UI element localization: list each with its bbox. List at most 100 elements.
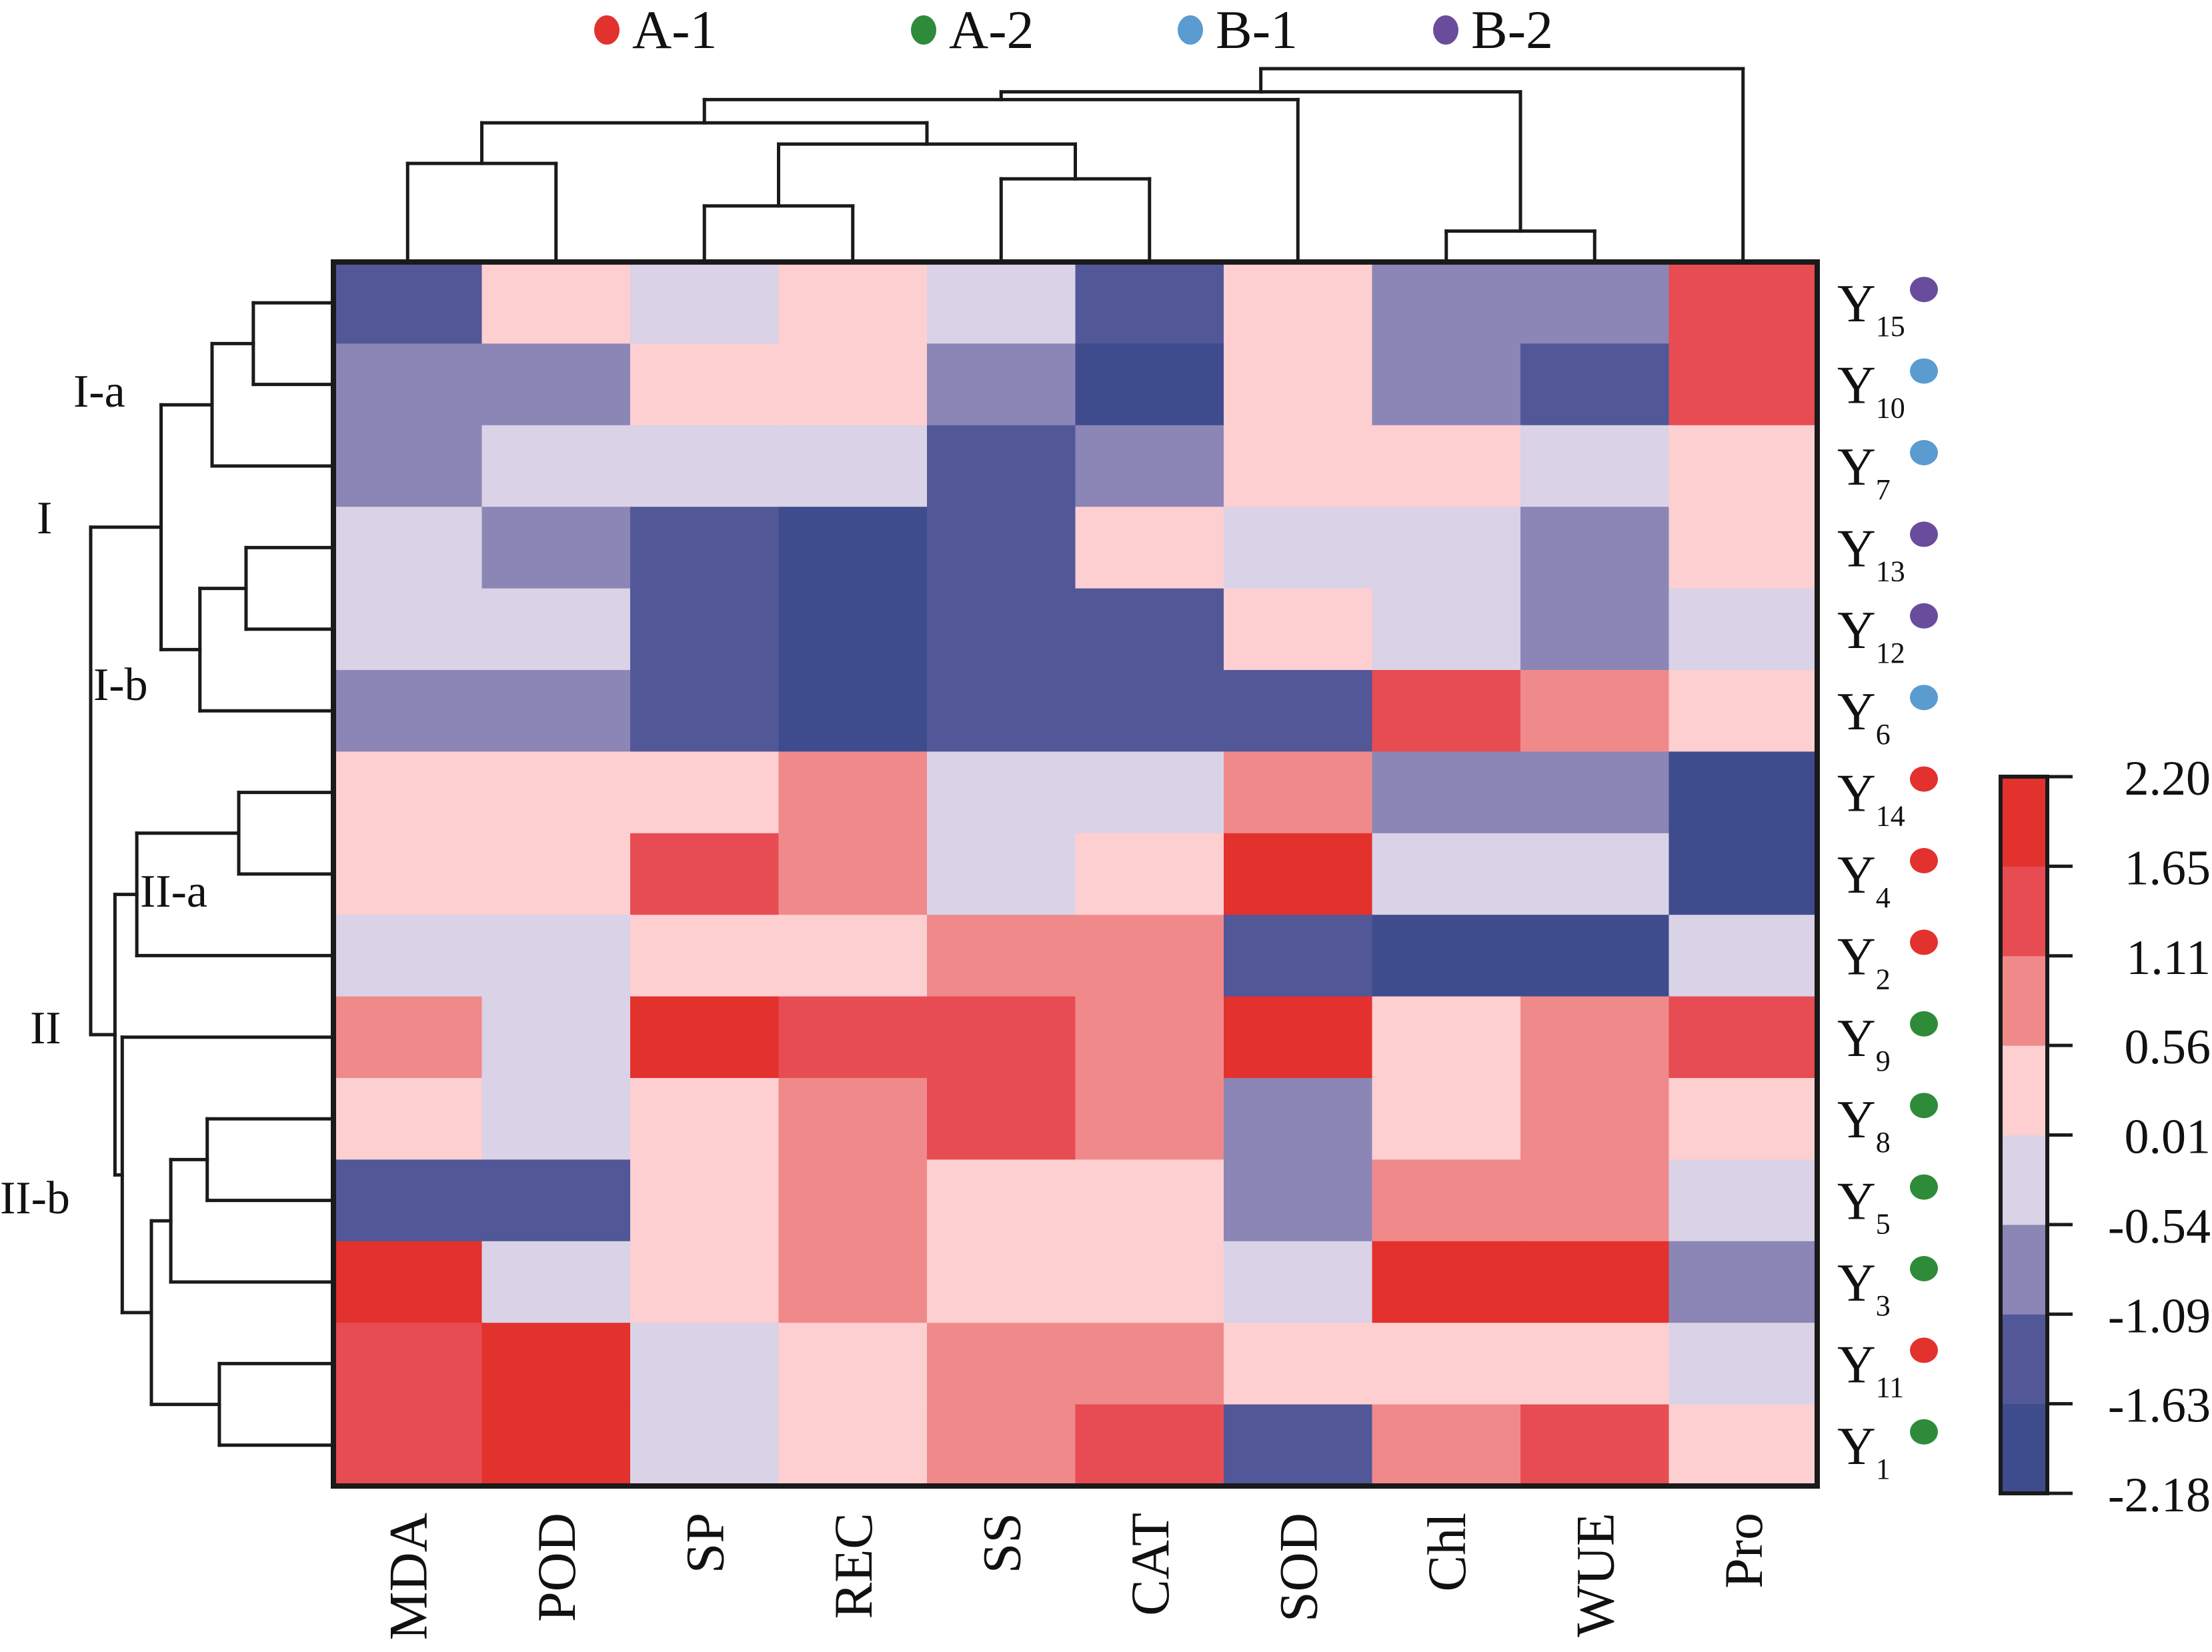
row-label-subscript: 6 [1876, 718, 1891, 751]
colorbar-tick-label: -1.09 [2108, 1289, 2211, 1343]
heatmap-cell [1669, 425, 1818, 507]
heatmap-cell [333, 833, 482, 915]
row-label: Y13 [1837, 519, 1905, 587]
group-legend: A-1 A-2 B-1 B-2 [594, 0, 1553, 60]
legend-marker-dot [1433, 15, 1458, 45]
heatmap-cell [481, 262, 631, 344]
heatmap-cell [1520, 1323, 1669, 1405]
row-label-main: Y [1837, 846, 1876, 905]
heatmap-cell [778, 1404, 928, 1487]
heatmap-cell [1520, 751, 1669, 834]
heatmap-cell [1075, 343, 1224, 426]
colorbar-segment [2001, 1045, 2047, 1135]
row-label-main: Y [1837, 601, 1876, 660]
column-label-chl: Chl [1416, 1513, 1477, 1591]
heatmap-cell [630, 1241, 779, 1323]
heatmap-cell [1372, 1241, 1521, 1323]
heatmap-cell [1520, 1078, 1669, 1160]
heatmap-cell [333, 996, 482, 1079]
heatmap-cell [1520, 425, 1669, 507]
heatmap-cell [927, 1241, 1076, 1323]
heatmap-cell [630, 1078, 779, 1160]
heatmap-cell [1372, 996, 1521, 1079]
heatmap-cell [481, 343, 631, 426]
heatmap-cell [1520, 670, 1669, 752]
heatmap-cells [333, 262, 1818, 1487]
row-label-main: Y [1837, 765, 1876, 823]
heatmap-cell [1372, 1323, 1521, 1405]
heatmap-cell [1669, 343, 1818, 426]
heatmap-cell [1075, 1404, 1224, 1487]
legend-label: A-1 [632, 0, 718, 60]
heatmap-cell [778, 833, 928, 915]
heatmap-cell [1372, 1404, 1521, 1487]
heatmap-cell [333, 1241, 482, 1323]
column-labels: MDA POD SP REC SS CAT SOD Chl WUE Pro [377, 1513, 1774, 1640]
heatmap-cell [1372, 833, 1521, 915]
row-label: Y4 [1837, 846, 1891, 914]
heatmap-cell [1075, 262, 1224, 344]
row-label-main: Y [1837, 1254, 1876, 1313]
heatmap-cell [1669, 751, 1818, 834]
heatmap-cell [333, 1323, 482, 1405]
row-label: Y9 [1837, 1009, 1891, 1077]
column-label-rec: REC [823, 1513, 884, 1619]
row-label-subscript: 4 [1876, 881, 1891, 914]
row-group-dot [1910, 1093, 1938, 1119]
cluster-label: I-b [93, 659, 148, 711]
row-label-main: Y [1837, 519, 1876, 578]
heatmap-cell [630, 1323, 779, 1405]
row-label-item: Y9 [1837, 1009, 1938, 1077]
colorbar-tick-label: 0.56 [2125, 1020, 2211, 1075]
row-group-dot [1910, 929, 1938, 955]
row-label-item: Y3 [1837, 1254, 1938, 1322]
heatmap-cell [927, 262, 1076, 344]
heatmap-cell [333, 343, 482, 426]
heatmap-cell [333, 425, 482, 507]
column-label-pod: POD [526, 1513, 587, 1622]
heatmap-cell [481, 670, 631, 752]
heatmap-cell [1075, 1159, 1224, 1242]
row-label: Y7 [1837, 438, 1891, 506]
cluster-label: I-a [73, 366, 125, 417]
heatmap-cell [1224, 1404, 1372, 1487]
heatmap-cell [1224, 1078, 1372, 1160]
row-label-main: Y [1837, 1091, 1876, 1149]
heatmap-cell [1075, 751, 1224, 834]
heatmap-cell [1075, 1241, 1224, 1323]
heatmap-cell [1372, 425, 1521, 507]
row-group-dot [1910, 521, 1938, 547]
row-label: Y12 [1837, 601, 1905, 669]
row-group-dot [1910, 848, 1938, 873]
colorbar-segment [2001, 1135, 2047, 1225]
heatmap-cell [481, 1404, 631, 1487]
heatmap-cell [1669, 588, 1818, 671]
heatmap-cell [778, 425, 928, 507]
heatmap-cell [778, 915, 928, 997]
heatmap-cell [333, 507, 482, 589]
colorbar-segment [2001, 1403, 2047, 1494]
heatmap-cell [1224, 996, 1372, 1079]
heatmap-cell [630, 915, 779, 997]
row-label-subscript: 2 [1876, 963, 1891, 995]
heatmap-cell [1520, 262, 1669, 344]
heatmap-cell [1224, 1323, 1372, 1405]
heatmap-cell [1224, 1159, 1372, 1242]
row-group-dot [1910, 1337, 1938, 1363]
heatmap-cell [481, 1241, 631, 1323]
row-dendrogram [89, 301, 335, 1447]
colorbar-tick-label: -0.54 [2108, 1199, 2211, 1254]
heatmap-cell [1669, 1159, 1818, 1242]
cluster-label: II-a [140, 866, 207, 917]
heatmap-cell [1520, 343, 1669, 426]
heatmap-cell [481, 751, 631, 834]
heatmap-cell [1372, 751, 1521, 834]
row-group-dot [1910, 1011, 1938, 1037]
row-label-main: Y [1837, 927, 1876, 986]
heatmap-cell [1669, 996, 1818, 1079]
legend-item-b-2: B-2 [1433, 0, 1553, 60]
column-label-mda: MDA [377, 1513, 438, 1640]
row-label-item: Y2 [1837, 927, 1938, 995]
heatmap-cell [778, 670, 928, 752]
heatmap-cell [1224, 751, 1372, 834]
